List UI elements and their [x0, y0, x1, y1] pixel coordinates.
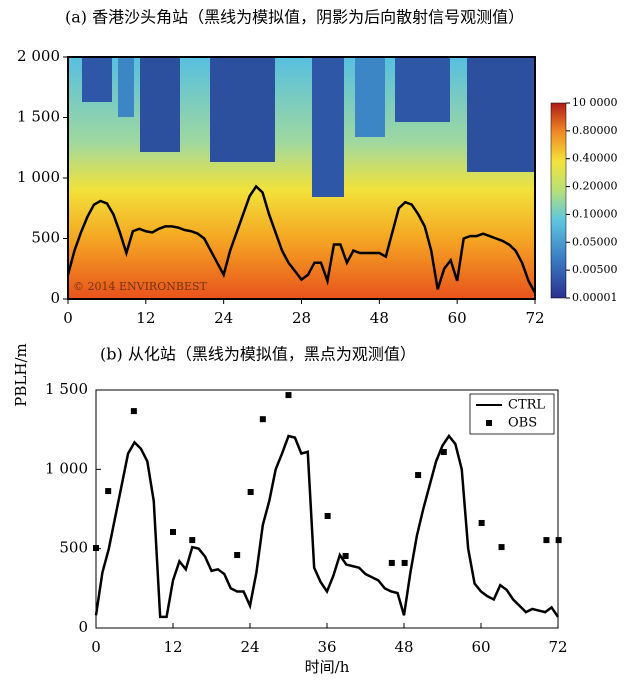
colorbar-label: 0.80000 [572, 124, 618, 137]
obs-point [401, 559, 408, 566]
chart-title: (b) 从化站（黑线为模拟值，黑点为观测值） [100, 345, 416, 364]
y-tick-label: 0 [50, 289, 60, 307]
x-tick-label: 0 [63, 309, 73, 327]
legend-box [469, 393, 555, 435]
x-tick-label: 60 [448, 309, 467, 327]
y-axis-label: PBLH/m [12, 343, 30, 406]
y-tick-label: 1 000 [45, 459, 88, 477]
x-tick-label: 0 [91, 638, 101, 656]
y-tick-label: 0 [78, 618, 88, 636]
x-tick-label: 48 [370, 309, 389, 327]
obs-point [170, 529, 176, 536]
obs-point [543, 537, 550, 544]
obs-point [247, 489, 254, 496]
x-tick-label: 12 [163, 638, 182, 656]
x-axis-label: 时间/h [305, 658, 350, 676]
colorbar-label: 0.00500 [572, 263, 618, 276]
obs-point [478, 519, 485, 526]
obs-point [415, 472, 422, 479]
y-tick-label: 1 500 [17, 108, 60, 126]
obs-point [555, 537, 562, 544]
obs-point [234, 552, 241, 559]
heatmap-background [68, 57, 535, 299]
colorbar-label: 0.40000 [572, 152, 618, 165]
data-line [94, 433, 560, 619]
x-tick-label: 36 [317, 638, 336, 656]
x-tick-label: 48 [394, 638, 413, 656]
obs-point [259, 416, 266, 423]
obs-point [285, 392, 292, 399]
obs-point [388, 559, 395, 566]
x-tick-label: 24 [214, 309, 233, 327]
colorbar-label: 0.05000 [572, 235, 618, 248]
obs-point [440, 449, 447, 456]
legend-label: OBS [508, 416, 537, 431]
x-tick-label: 72 [525, 309, 544, 327]
data-line [66, 184, 537, 294]
obs-point [130, 408, 137, 415]
y-tick-label: 500 [31, 229, 60, 247]
obs-point [498, 544, 505, 551]
y-tick-label: 1 500 [45, 380, 88, 398]
legend-label: CTRL [508, 398, 545, 413]
obs-point [342, 552, 349, 559]
y-tick-label: 2 000 [17, 47, 60, 65]
y-tick-label: 500 [59, 539, 88, 557]
colorbar-label: 0.00001 [572, 291, 618, 304]
x-tick-label: 60 [471, 638, 490, 656]
obs-point [324, 512, 331, 519]
obs-point [93, 545, 99, 552]
watermark: © 2014 ENVIRONBEST [73, 280, 208, 293]
colorbar-label: 10 0000 [572, 96, 618, 109]
x-tick-label: 12 [136, 309, 155, 327]
x-tick-label: 72 [548, 638, 567, 656]
chart-title: (a) 香港沙头角站（黑线为模拟值，阴影为后向散射信号观测值） [65, 8, 524, 27]
x-tick-label: 28 [292, 309, 311, 327]
y-tick-label: 1 000 [17, 168, 60, 186]
colorbar [550, 102, 567, 299]
obs-point [105, 488, 112, 495]
legend-marker [486, 420, 492, 426]
colorbar-label: 0.10000 [572, 207, 618, 220]
colorbar-label: 0.20000 [572, 180, 618, 193]
x-tick-label: 24 [240, 638, 259, 656]
obs-point [189, 537, 196, 544]
